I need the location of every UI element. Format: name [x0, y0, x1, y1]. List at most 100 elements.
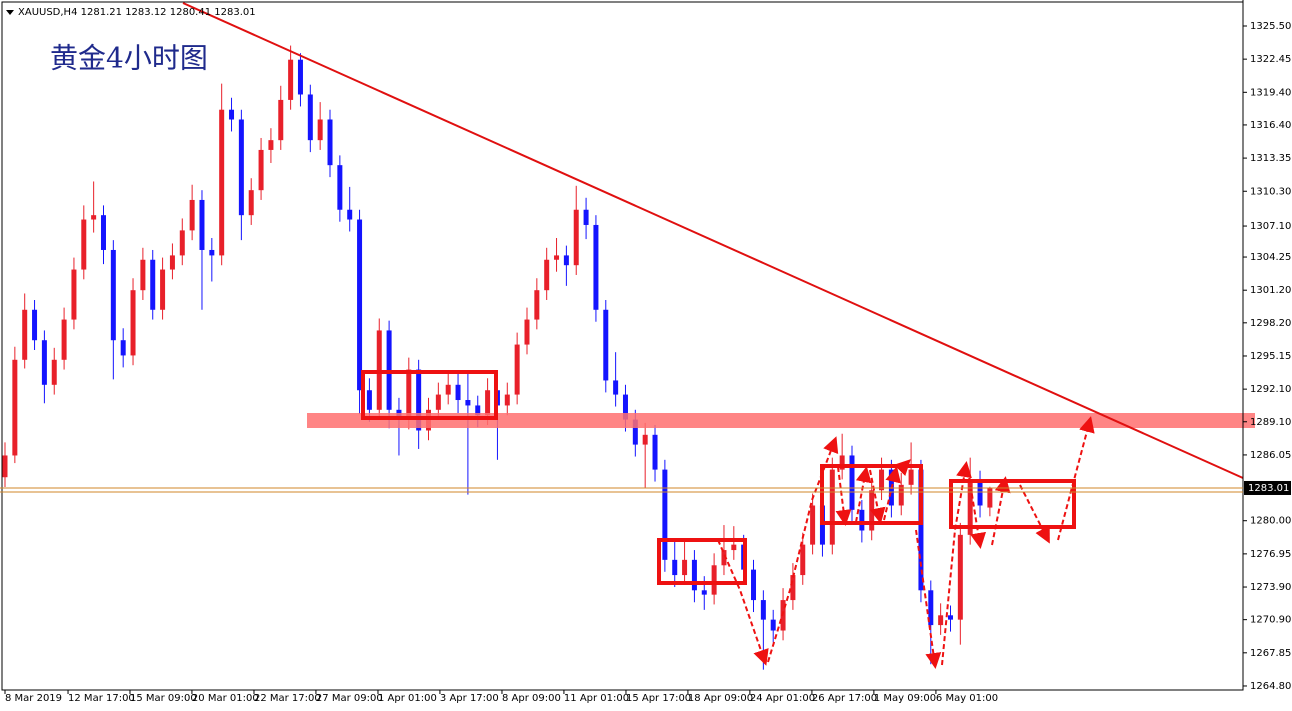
candle-body: [219, 109, 225, 256]
candle-body: [839, 455, 845, 470]
candle-body: [475, 405, 481, 416]
x-tick-label: 1 May 09:00: [874, 693, 936, 704]
candle-body: [642, 434, 648, 445]
y-tick-label: 1273.90: [1250, 582, 1291, 593]
candle-body: [947, 615, 953, 620]
x-tick-label: 8 Apr 09:00: [502, 693, 561, 704]
candle-body: [810, 505, 816, 545]
arrow: [1019, 484, 1050, 544]
trend-line: [182, 2, 1244, 479]
candle-body: [859, 509, 865, 531]
candle-body: [51, 359, 57, 385]
y-tick-label: 1280.00: [1250, 516, 1291, 527]
candle-body: [199, 199, 205, 250]
x-tick-label: 26 Apr 17:00: [812, 693, 877, 704]
candle-body: [957, 534, 963, 620]
candle-body: [357, 219, 363, 391]
candle-body: [347, 209, 353, 220]
candle-body: [879, 469, 885, 491]
arrow: [991, 476, 1011, 546]
candle-body: [179, 230, 185, 256]
candle-body: [297, 59, 303, 95]
candle-body: [928, 590, 934, 626]
chart-title: 黄金4小时图: [50, 42, 208, 75]
y-tick-label: 1292.10: [1250, 384, 1291, 395]
range-box: [361, 370, 498, 420]
x-tick-label: 20 Mar 01:00: [192, 693, 259, 704]
y-tick-label: 1264.80: [1250, 681, 1291, 692]
candle-body: [544, 259, 550, 291]
candle-body: [554, 255, 560, 260]
range-box: [657, 538, 747, 585]
x-tick-label: 11 Apr 01:00: [564, 693, 629, 704]
symbol: XAUUSD,H4: [18, 7, 77, 18]
x-tick-label: 18 Apr 09:00: [688, 693, 753, 704]
candle-body: [406, 369, 412, 420]
candle-body: [61, 319, 67, 360]
arrow: [767, 436, 839, 663]
price-label-bg: [1244, 480, 1291, 495]
y-tick-label: 1301.20: [1250, 285, 1291, 296]
candle-body: [800, 544, 806, 576]
y-tick-label: 1286.05: [1250, 450, 1291, 461]
arrow: [1057, 416, 1095, 541]
candle-body: [622, 394, 628, 420]
y-tick-label: 1310.30: [1250, 186, 1291, 197]
y-tick-label: 1267.85: [1250, 648, 1291, 659]
candle-body: [751, 569, 757, 601]
candle-body: [288, 59, 294, 100]
arrow: [855, 466, 872, 523]
candle-body: [465, 400, 471, 406]
candle-body: [711, 565, 717, 595]
x-tick-label: 12 Mar 17:00: [68, 693, 135, 704]
arrow: [883, 466, 901, 521]
candle-body: [130, 290, 136, 356]
candle-body: [524, 319, 530, 345]
x-tick-label: 15 Apr 17:00: [626, 693, 691, 704]
candle-body: [849, 455, 855, 510]
open-value: 1281.21: [81, 7, 122, 18]
menu-triangle[interactable]: [6, 10, 14, 15]
candle-body: [701, 590, 707, 595]
candle-body: [672, 559, 678, 576]
candle-body: [573, 209, 579, 266]
header: XAUUSD,H4 1281.21 1283.12 1280.41 1283.0…: [18, 7, 256, 18]
x-tick-label: 6 May 01:00: [936, 693, 998, 704]
y-tick-label: 1316.40: [1250, 120, 1291, 131]
candle-body: [366, 390, 372, 410]
arrow: [893, 459, 911, 477]
candle-body: [81, 219, 87, 270]
candle-body: [110, 249, 116, 341]
candle-body: [534, 290, 540, 320]
candle-body: [445, 384, 451, 395]
candle-body: [307, 94, 313, 141]
arrow: [869, 469, 886, 524]
y-tick-label: 1307.10: [1250, 221, 1291, 232]
low-value: 1280.41: [170, 7, 211, 18]
y-tick-label: 1270.90: [1250, 615, 1291, 626]
candle-body: [455, 384, 461, 401]
candle-body: [583, 209, 589, 225]
high-value: 1283.12: [125, 7, 166, 18]
close-value: 1283.01: [214, 7, 255, 18]
y-tick-label: 1289.10: [1250, 417, 1291, 428]
candle-body: [898, 484, 904, 506]
candle-body: [819, 505, 825, 545]
y-tick-label: 1304.25: [1250, 252, 1291, 263]
y-tick-label: 1313.35: [1250, 153, 1291, 164]
candle-body: [22, 309, 28, 360]
candle-body: [967, 480, 973, 535]
candle-body: [563, 255, 569, 266]
y-tick-label: 1295.15: [1250, 351, 1291, 362]
y-tick-label: 1319.40: [1250, 87, 1291, 98]
candle-body: [731, 544, 737, 551]
candle-body: [238, 119, 244, 216]
candle-body: [120, 340, 126, 356]
candle-body: [435, 394, 441, 410]
y-tick-label: 1298.20: [1250, 318, 1291, 329]
candle-body: [593, 224, 599, 310]
x-tick-label: 1 Apr 01:00: [378, 693, 437, 704]
candle-body: [691, 559, 697, 591]
